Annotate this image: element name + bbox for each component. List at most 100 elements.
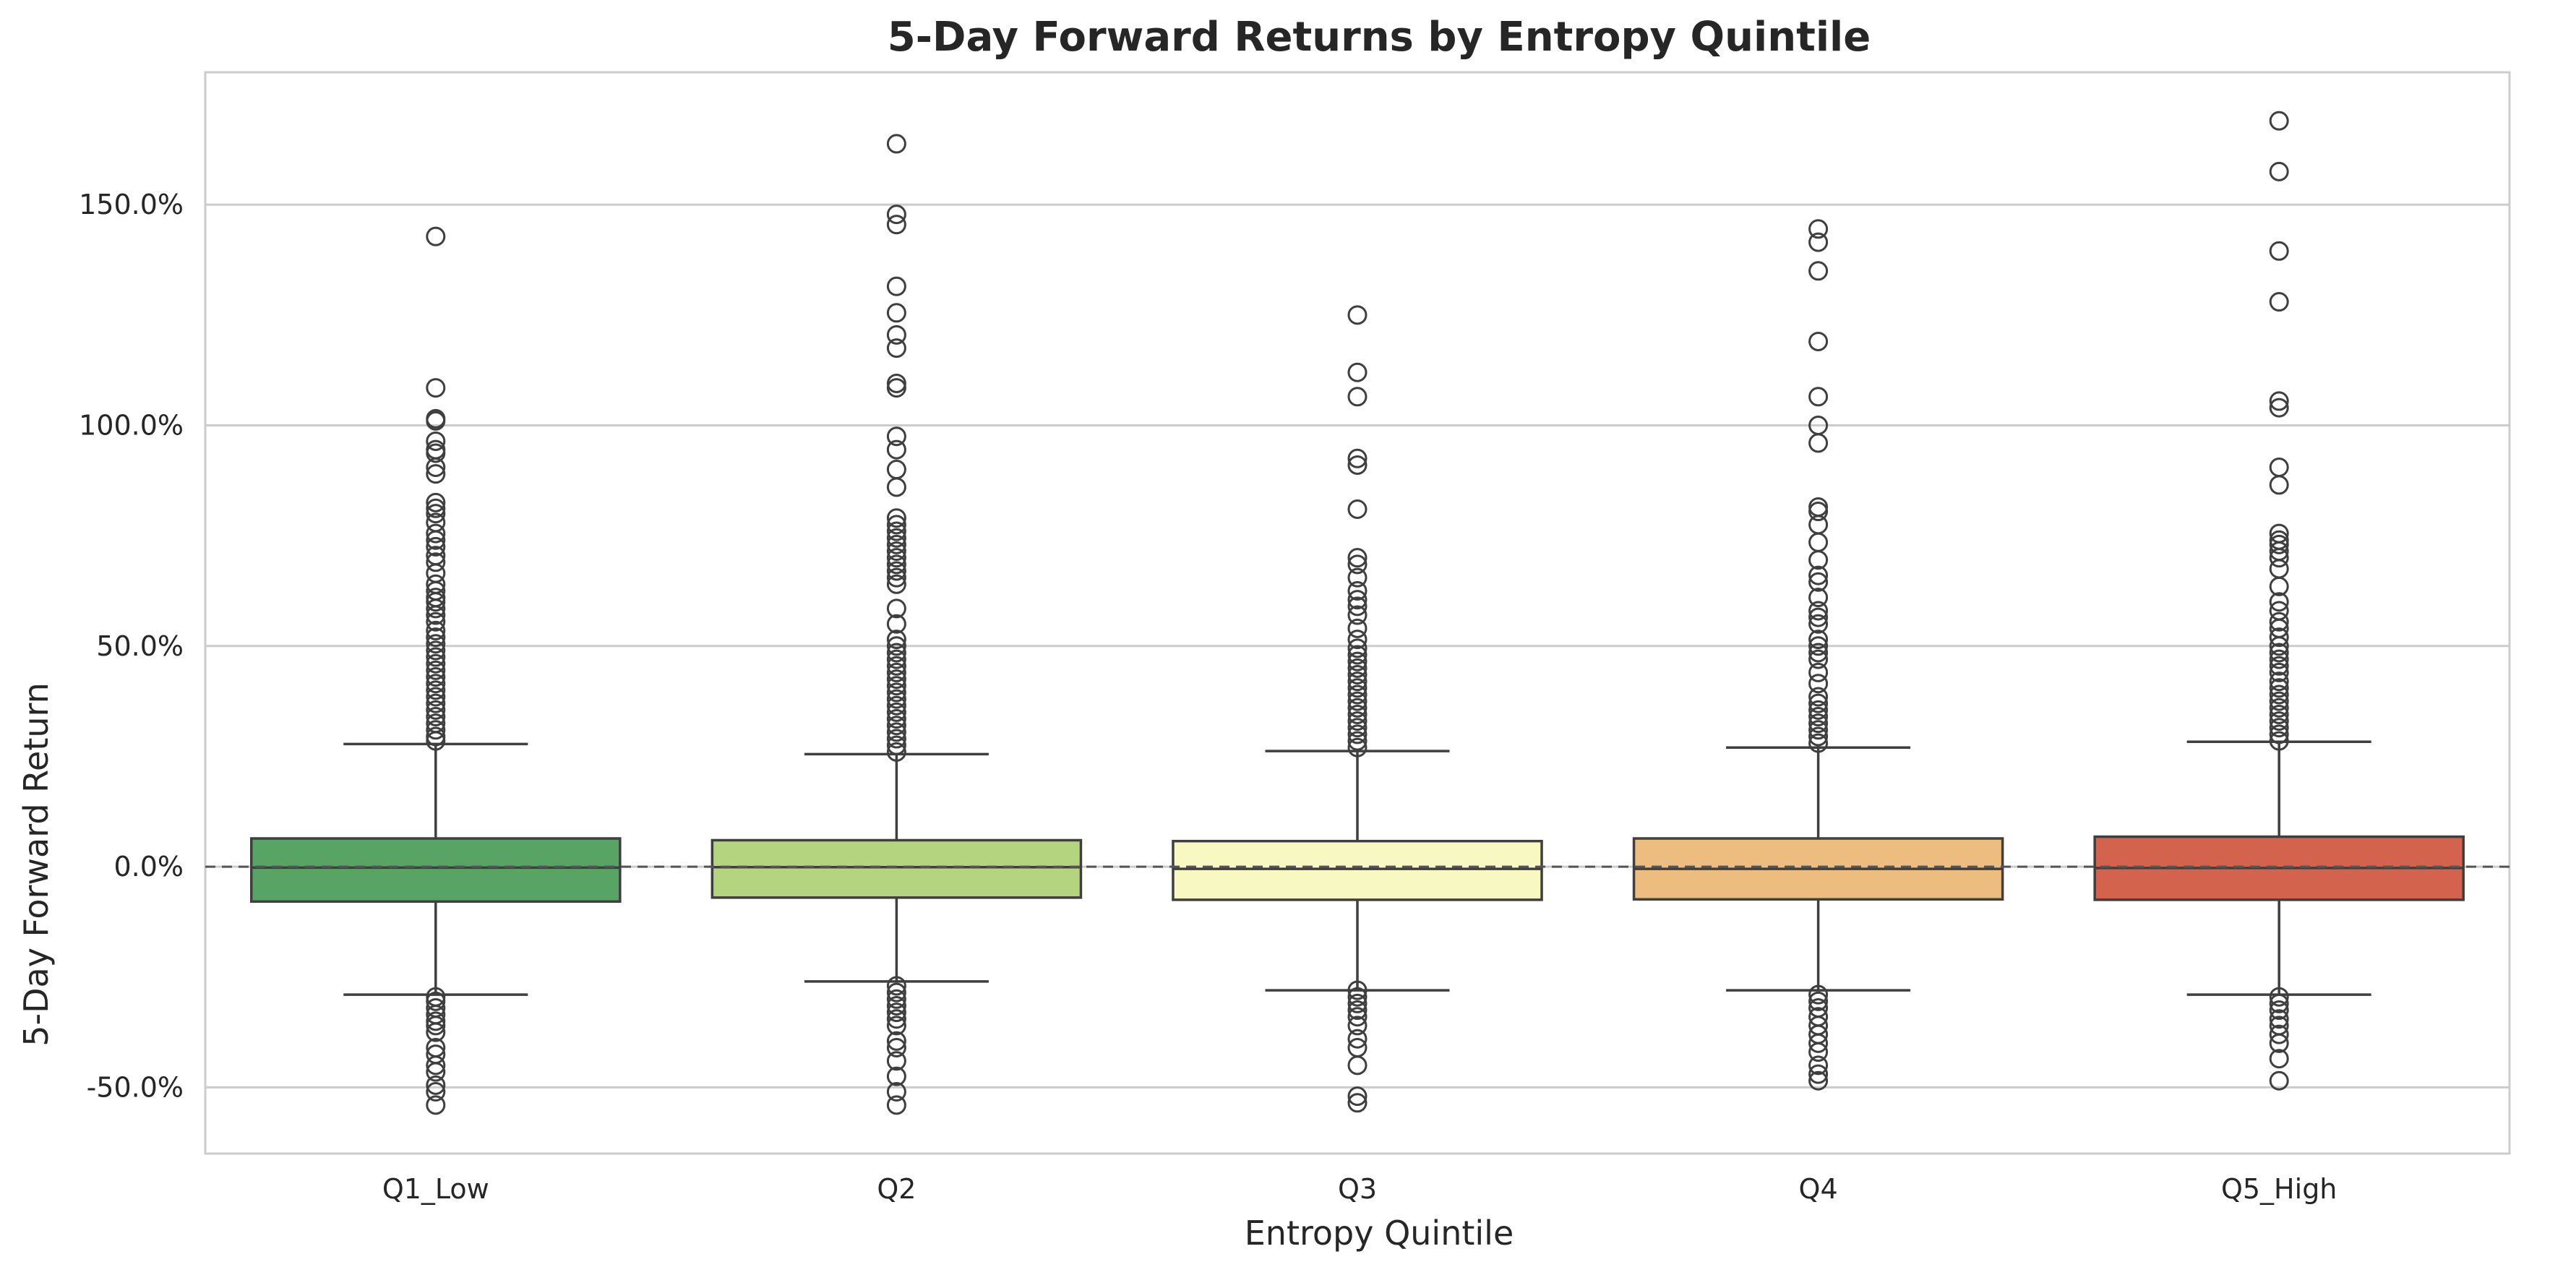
outlier-point <box>1347 1007 1368 1027</box>
outlier-point <box>1808 643 1829 663</box>
outlier-point <box>886 636 906 656</box>
outlier-point <box>1347 1093 1368 1113</box>
outlier-point <box>426 1055 446 1076</box>
outlier-point <box>2269 704 2289 724</box>
outlier-point <box>426 700 446 720</box>
outlier-point <box>886 561 906 581</box>
outlier-point <box>2269 711 2289 731</box>
outlier-point <box>886 378 906 398</box>
y-tick-label: -50.0% <box>87 1071 184 1103</box>
outlier-point <box>426 552 446 572</box>
outlier-point <box>1347 305 1368 325</box>
box-iqr <box>250 837 622 903</box>
outlier-point <box>886 982 906 1003</box>
outlier-point <box>2269 731 2289 751</box>
outlier-point <box>886 742 906 762</box>
outlier-point <box>886 1051 906 1071</box>
outlier-point <box>426 530 446 550</box>
outlier-point <box>1347 590 1368 610</box>
outlier-point <box>1347 731 1368 751</box>
outlier-point <box>426 378 446 398</box>
outlier-point <box>886 567 906 588</box>
outlier-point <box>2269 697 2289 718</box>
outlier-point <box>2269 1000 2289 1021</box>
outlier-point <box>886 649 906 669</box>
outlier-point <box>886 303 906 323</box>
outlier-point <box>886 554 906 575</box>
outlier-point <box>1347 387 1368 407</box>
outlier-point <box>1808 700 1829 720</box>
outlier-point <box>1808 1070 1829 1091</box>
box-group <box>1172 305 1543 1113</box>
outlier-point <box>886 1082 906 1102</box>
outlier-point <box>886 534 906 554</box>
outlier-point <box>2269 656 2289 676</box>
outlier-point <box>2269 161 2289 181</box>
outlier-point <box>886 205 906 225</box>
x-tick-label: Q1_Low <box>382 1173 489 1205</box>
outlier-point <box>2269 636 2289 656</box>
outlier-point <box>426 226 446 246</box>
outlier-point <box>1347 718 1368 738</box>
outlier-point <box>1347 651 1368 671</box>
outlier-point <box>1347 605 1368 625</box>
outlier-point <box>886 682 906 703</box>
outlier-point <box>426 464 446 484</box>
outlier-point <box>886 521 906 541</box>
outlier-point <box>1347 554 1368 575</box>
outlier-point <box>1347 724 1368 744</box>
boxes <box>250 111 2465 1115</box>
outlier-point <box>1808 331 1829 351</box>
outlier-point <box>2269 398 2289 418</box>
outlier-point <box>886 541 906 562</box>
y-tick-label: 150.0% <box>79 189 184 220</box>
outlier-point <box>1347 697 1368 718</box>
outlier-point <box>426 680 446 700</box>
box-group <box>2093 111 2465 1091</box>
outlier-point <box>1808 1033 1829 1053</box>
outlier-point <box>2269 662 2289 682</box>
outlier-point <box>426 443 446 463</box>
outlier-point <box>426 1016 446 1036</box>
outlier-point <box>426 706 446 726</box>
outlier-point <box>2269 1009 2289 1029</box>
outlier-point <box>886 477 906 497</box>
outlier-point <box>1808 1064 1829 1084</box>
outlier-point <box>886 215 906 235</box>
outlier-point <box>1347 993 1368 1013</box>
outlier-point <box>1808 693 1829 713</box>
outlier-point <box>426 720 446 740</box>
box-group <box>710 134 1083 1115</box>
outlier-point <box>1808 649 1829 669</box>
outlier-point <box>886 338 906 359</box>
outlier-point <box>1808 261 1829 281</box>
outlier-point <box>886 1031 906 1051</box>
outlier-point <box>1347 580 1368 601</box>
outlier-point <box>2269 111 2289 131</box>
outlier-point <box>2269 241 2289 261</box>
outlier-point <box>1347 691 1368 711</box>
outlier-point <box>886 662 906 682</box>
outlier-point <box>426 1062 446 1082</box>
outlier-point <box>426 536 446 557</box>
outlier-point <box>426 605 446 625</box>
outlier-point <box>426 634 446 654</box>
outlier-point <box>426 667 446 687</box>
outlier-point <box>1347 980 1368 1000</box>
outlier-point <box>886 426 906 447</box>
outlier-point <box>1808 687 1829 707</box>
outlier-point <box>1808 387 1829 407</box>
outlier-point <box>1808 662 1829 682</box>
outlier-point <box>426 498 446 518</box>
outlier-point <box>886 515 906 535</box>
outlier-point <box>1808 720 1829 740</box>
outlier-point <box>426 598 446 619</box>
outlier-point <box>1808 991 1829 1011</box>
outlier-point <box>886 528 906 548</box>
outlier-point <box>426 653 446 674</box>
outlier-point <box>886 1095 906 1115</box>
x-tick-label: Q3 <box>1338 1173 1377 1205</box>
outlier-point <box>1808 232 1829 252</box>
